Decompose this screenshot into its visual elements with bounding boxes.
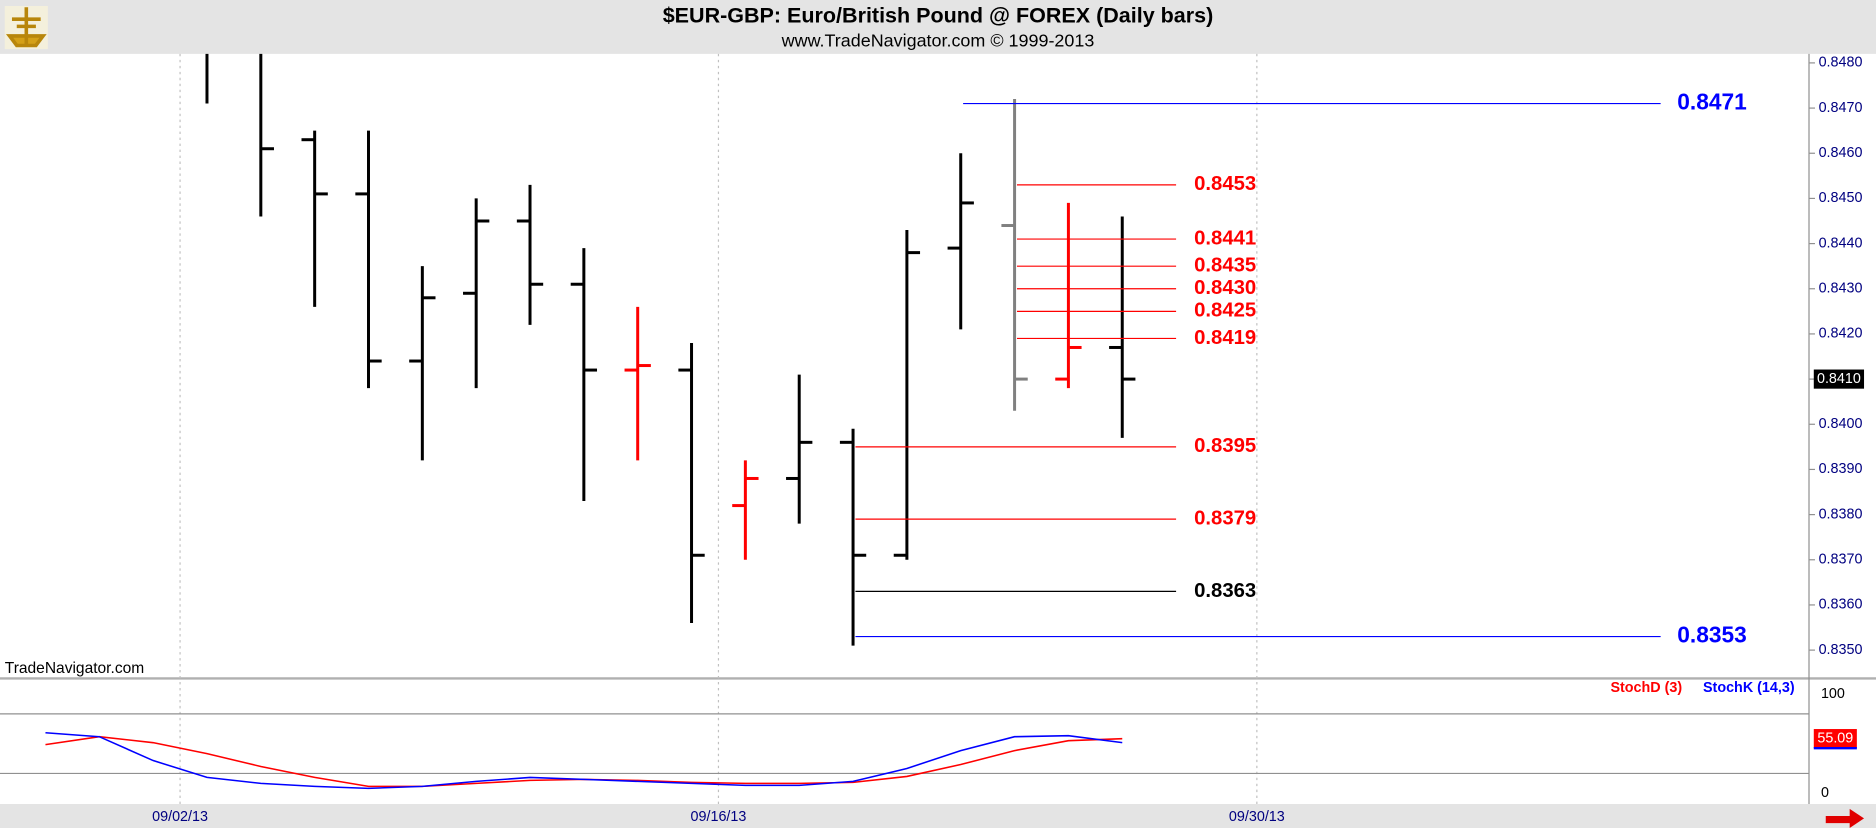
ohlc-bar [732, 460, 759, 560]
date-band [0, 804, 1876, 828]
y-tick-label: 0.8440 [1819, 235, 1863, 251]
y-tick-label: 0.8430 [1819, 281, 1863, 297]
last-value-label: 55.09 [1817, 730, 1853, 746]
level-label: 0.8435 [1194, 255, 1256, 277]
ohlc-bar [463, 198, 490, 389]
y-tick-label: 0.8370 [1819, 552, 1863, 568]
ohlc-bar [1001, 99, 1028, 411]
y-tick-label: 0 [1821, 785, 1829, 801]
ohlc-bar [1055, 202, 1082, 389]
legend-entry: StochD (3) [1610, 680, 1682, 696]
y-tick-label: 0.8400 [1819, 416, 1863, 432]
header-band [0, 0, 1876, 54]
stoch-line [45, 731, 1123, 790]
ohlc-bar [893, 230, 921, 560]
y-tick-label: 0.8420 [1819, 326, 1863, 342]
watermark: TradeNavigator.com [5, 660, 144, 677]
level-label: 0.8441 [1194, 227, 1256, 249]
level-label: 0.8471 [1677, 89, 1747, 115]
level-label: 0.8419 [1194, 327, 1256, 349]
last-price-label: 0.8410 [1817, 371, 1861, 387]
ohlc-bar [1109, 216, 1136, 438]
y-tick-label: 100 [1821, 686, 1845, 702]
x-tick-label: 09/02/13 [152, 809, 208, 825]
y-tick-label: 0.8360 [1819, 597, 1863, 613]
price-plot [205, 53, 1136, 646]
level-label: 0.8425 [1194, 300, 1256, 322]
level-label: 0.8353 [1677, 622, 1747, 648]
y-tick-label: 0.8470 [1819, 100, 1863, 116]
ohlc-bar [355, 130, 382, 389]
x-tick-label: 09/30/13 [1229, 809, 1285, 825]
legend-entry: StochK (14,3) [1703, 680, 1795, 696]
ohlc-bar [516, 184, 544, 325]
y-tick-label: 0.8350 [1819, 642, 1863, 658]
ohlc-bar [570, 248, 598, 502]
ohlc-bar [624, 306, 651, 461]
level-label: 0.8430 [1194, 277, 1256, 299]
ohlc-bar [259, 53, 274, 217]
logo [4, 6, 48, 50]
ohlc-bar [678, 342, 705, 624]
chart-subtitle: www.TradeNavigator.com © 1999-2013 [781, 31, 1095, 51]
level-label: 0.8453 [1194, 173, 1256, 195]
ohlc-bar [839, 428, 867, 646]
chart-title: $EUR-GBP: Euro/British Pound @ FOREX (Da… [663, 3, 1214, 27]
y-tick-label: 0.8380 [1819, 506, 1863, 522]
scroll-arrow[interactable] [1825, 808, 1865, 828]
level-label: 0.8363 [1194, 580, 1256, 602]
y-tick-label: 0.8480 [1819, 55, 1863, 71]
ohlc-bar [205, 53, 209, 104]
level-label: 0.8395 [1194, 435, 1256, 457]
ohlc-bar [409, 266, 436, 461]
y-tick-label: 0.8450 [1819, 190, 1863, 206]
last-value-box [1813, 729, 1857, 749]
x-tick-label: 09/16/13 [691, 809, 747, 825]
ohlc-bar [947, 153, 974, 330]
y-tick-label: 0.8390 [1819, 461, 1863, 477]
ohlc-bar [786, 374, 813, 524]
ohlc-bar [301, 130, 328, 307]
y-tick-label: 0.8460 [1819, 145, 1863, 161]
last-price-box [1813, 369, 1865, 389]
level-label: 0.8379 [1194, 507, 1256, 529]
